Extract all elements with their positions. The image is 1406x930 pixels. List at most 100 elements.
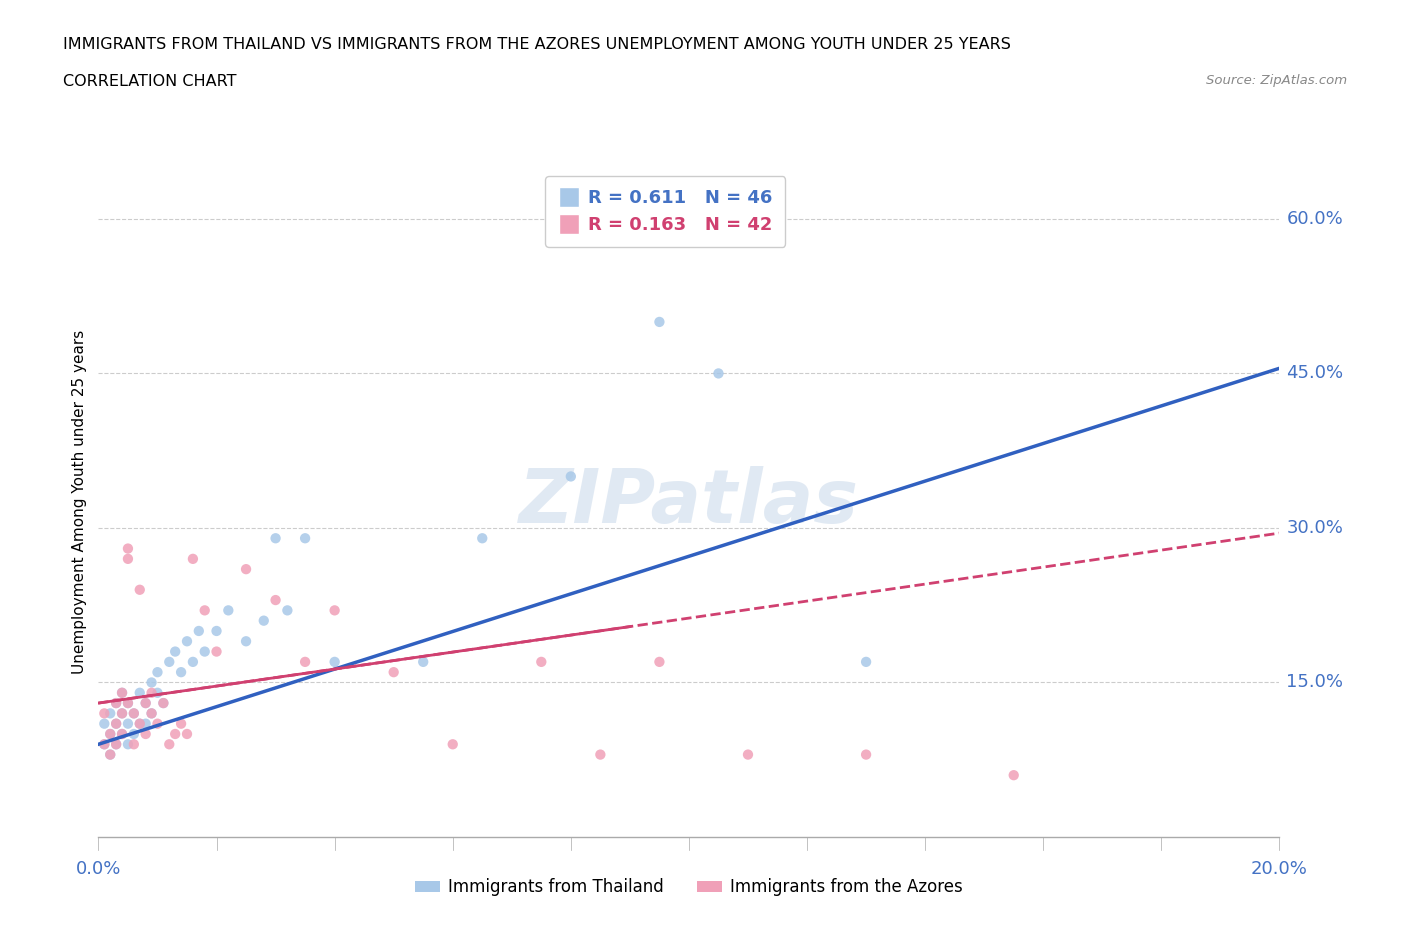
- Point: [128, 716, 150, 731]
- Point: [98, 726, 121, 741]
- Point: [253, 613, 276, 628]
- Point: [111, 685, 134, 700]
- Point: [111, 726, 134, 741]
- Point: [235, 634, 257, 649]
- Point: [323, 655, 346, 670]
- Point: [146, 665, 169, 680]
- Point: [855, 655, 877, 670]
- Point: [117, 551, 139, 566]
- Point: [264, 531, 287, 546]
- Legend: R = 0.611   N = 46, R = 0.163   N = 42: R = 0.611 N = 46, R = 0.163 N = 42: [546, 177, 786, 246]
- Point: [141, 675, 163, 690]
- Point: [165, 726, 187, 741]
- Point: [135, 726, 157, 741]
- Point: [128, 582, 150, 597]
- Y-axis label: Unemployment Among Youth under 25 years: Unemployment Among Youth under 25 years: [72, 330, 87, 674]
- Point: [135, 696, 157, 711]
- Text: 20.0%: 20.0%: [1251, 860, 1308, 878]
- Point: [152, 696, 174, 711]
- Point: [157, 655, 180, 670]
- Point: [122, 706, 145, 721]
- Text: 45.0%: 45.0%: [1286, 365, 1344, 382]
- Point: [157, 737, 180, 751]
- Point: [176, 634, 198, 649]
- Point: [648, 655, 671, 670]
- Point: [128, 716, 150, 731]
- Point: [235, 562, 257, 577]
- Point: [117, 696, 139, 711]
- Point: [382, 665, 405, 680]
- Point: [146, 685, 169, 700]
- Point: [217, 603, 239, 618]
- Text: Source: ZipAtlas.com: Source: ZipAtlas.com: [1206, 74, 1347, 87]
- Point: [205, 623, 228, 638]
- Point: [117, 716, 139, 731]
- Point: [141, 685, 163, 700]
- Point: [146, 716, 169, 731]
- Point: [122, 726, 145, 741]
- Point: [111, 685, 134, 700]
- Text: CORRELATION CHART: CORRELATION CHART: [63, 74, 236, 89]
- Point: [93, 706, 115, 721]
- Point: [1002, 768, 1025, 783]
- Point: [117, 541, 139, 556]
- Point: [105, 696, 128, 711]
- Point: [176, 726, 198, 741]
- Point: [276, 603, 298, 618]
- Point: [560, 469, 582, 484]
- Point: [170, 716, 193, 731]
- Point: [122, 706, 145, 721]
- Point: [98, 706, 121, 721]
- Point: [135, 696, 157, 711]
- Point: [111, 706, 134, 721]
- Point: [412, 655, 434, 670]
- Point: [194, 644, 217, 659]
- Point: [98, 747, 121, 762]
- Point: [111, 706, 134, 721]
- Point: [323, 603, 346, 618]
- Legend: Immigrants from Thailand, Immigrants from the Azores: Immigrants from Thailand, Immigrants fro…: [408, 871, 970, 903]
- Point: [181, 655, 204, 670]
- Text: IMMIGRANTS FROM THAILAND VS IMMIGRANTS FROM THE AZORES UNEMPLOYMENT AMONG YOUTH : IMMIGRANTS FROM THAILAND VS IMMIGRANTS F…: [63, 37, 1011, 52]
- Point: [93, 737, 115, 751]
- Point: [170, 665, 193, 680]
- Point: [530, 655, 553, 670]
- Point: [589, 747, 612, 762]
- Point: [205, 644, 228, 659]
- Point: [105, 737, 128, 751]
- Point: [187, 623, 209, 638]
- Point: [117, 696, 139, 711]
- Point: [98, 747, 121, 762]
- Point: [135, 716, 157, 731]
- Point: [93, 716, 115, 731]
- Point: [855, 747, 877, 762]
- Point: [648, 314, 671, 329]
- Point: [98, 726, 121, 741]
- Text: ZIPatlas: ZIPatlas: [519, 466, 859, 538]
- Point: [294, 655, 316, 670]
- Point: [194, 603, 217, 618]
- Point: [707, 366, 730, 381]
- Point: [111, 726, 134, 741]
- Text: 15.0%: 15.0%: [1286, 673, 1344, 692]
- Point: [122, 737, 145, 751]
- Point: [117, 737, 139, 751]
- Point: [441, 737, 464, 751]
- Point: [141, 706, 163, 721]
- Point: [141, 706, 163, 721]
- Point: [105, 696, 128, 711]
- Point: [181, 551, 204, 566]
- Point: [165, 644, 187, 659]
- Point: [105, 716, 128, 731]
- Point: [471, 531, 494, 546]
- Point: [152, 696, 174, 711]
- Text: 60.0%: 60.0%: [1286, 210, 1343, 228]
- Point: [294, 531, 316, 546]
- Text: 30.0%: 30.0%: [1286, 519, 1343, 537]
- Text: 0.0%: 0.0%: [76, 860, 121, 878]
- Point: [264, 592, 287, 607]
- Point: [737, 747, 759, 762]
- Point: [105, 737, 128, 751]
- Point: [105, 716, 128, 731]
- Point: [93, 737, 115, 751]
